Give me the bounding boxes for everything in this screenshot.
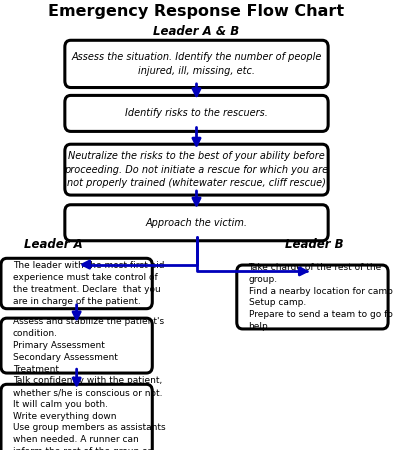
Text: Identify risks to the rescuers.: Identify risks to the rescuers.	[125, 108, 268, 118]
Text: Leader A & B: Leader A & B	[153, 25, 240, 38]
Text: Assess the situation. Identify the number of people
injured, ill, missing, etc.: Assess the situation. Identify the numbe…	[71, 52, 322, 76]
FancyBboxPatch shape	[1, 318, 152, 373]
FancyBboxPatch shape	[65, 205, 328, 241]
Text: Assess and stabilize the patient's
condition.
Primary Assessment
Secondary Asses: Assess and stabilize the patient's condi…	[13, 318, 164, 374]
Text: Approach the victim.: Approach the victim.	[145, 218, 248, 228]
FancyBboxPatch shape	[65, 40, 328, 87]
Text: Take charge of the rest of the
group.
Find a nearby location for camp.
Setup cam: Take charge of the rest of the group. Fi…	[249, 263, 393, 331]
FancyBboxPatch shape	[237, 265, 388, 329]
FancyBboxPatch shape	[65, 95, 328, 131]
Text: Leader B: Leader B	[285, 238, 343, 251]
FancyBboxPatch shape	[1, 384, 152, 450]
FancyBboxPatch shape	[65, 144, 328, 195]
Text: Emergency Response Flow Chart: Emergency Response Flow Chart	[48, 4, 345, 19]
Text: The leader with the most first aid
experience must take control of
the treatment: The leader with the most first aid exper…	[13, 261, 164, 306]
Text: Neutralize the risks to the best of your ability before
proceeding. Do not initi: Neutralize the risks to the best of your…	[64, 152, 329, 188]
FancyBboxPatch shape	[1, 258, 152, 309]
Text: Talk confidently with the patient,
whether s/he is conscious or not.
It will cal: Talk confidently with the patient, wheth…	[13, 376, 165, 450]
Text: Leader A: Leader A	[24, 238, 82, 251]
